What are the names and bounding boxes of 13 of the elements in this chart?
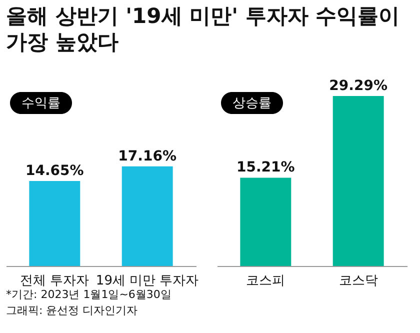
x-tick-label: 19세 미만 투자자 xyxy=(96,274,199,288)
chart-title: 올해 상반기 '19세 미만' 투자자 수익률이 가장 높았다 xyxy=(6,4,400,54)
text: 그래픽: 윤선정 디자인기자 xyxy=(6,304,138,317)
data-label: 29.29% xyxy=(329,78,388,94)
x-tick-label: 전체 투자자 xyxy=(20,274,90,288)
text: *기간: 2023년 1월1일~6월30일 xyxy=(6,288,172,301)
chart-subtitle: 상승률 xyxy=(232,96,272,111)
data-label: 17.16% xyxy=(118,148,176,164)
data-label: 14.65% xyxy=(26,162,84,179)
chart-subtitle: 수익률 xyxy=(22,96,60,111)
x-tick-label: 코스피 xyxy=(246,274,286,288)
data-label: 15.21% xyxy=(236,160,295,176)
x-tick-label: 코스닥 xyxy=(338,274,378,288)
